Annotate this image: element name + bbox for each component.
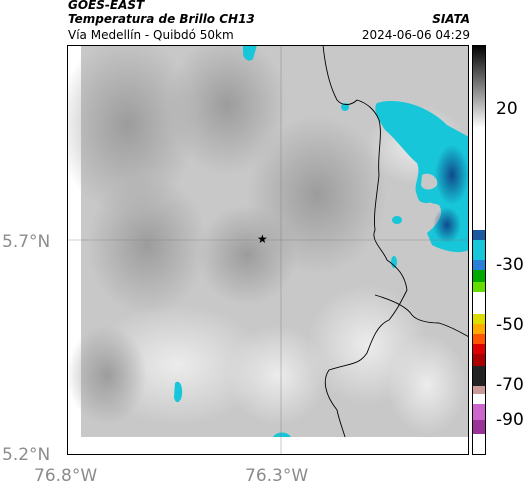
title-line2: Temperatura de Brillo CH13 bbox=[68, 12, 255, 26]
satellite-map: ★ bbox=[67, 45, 469, 455]
admin-boundary bbox=[374, 294, 469, 338]
colorbar-tick-label: -30 bbox=[496, 255, 524, 275]
cold-cloud-top bbox=[243, 45, 257, 61]
lon-tick-label: 76.3°W bbox=[245, 466, 309, 486]
lat-tick-label: 5.2°N bbox=[2, 445, 51, 465]
brand-label: SIATA bbox=[432, 12, 470, 26]
colorbar-tick-label: -50 bbox=[496, 315, 524, 335]
cold-cloud-bottom bbox=[273, 432, 291, 437]
cold-cloud-small-1 bbox=[341, 103, 349, 111]
cold-cloud-small-3 bbox=[391, 256, 397, 268]
coastline bbox=[322, 45, 408, 438]
lon-tick-label: 76.8°W bbox=[34, 466, 98, 486]
cold-cloud-sw bbox=[174, 381, 183, 403]
star-marker: ★ bbox=[257, 232, 268, 246]
subtitle: Vía Medellín - Quibdó 50km bbox=[68, 28, 234, 42]
datetime: 2024-06-06 04:29 bbox=[361, 28, 470, 42]
colorbar-tick-label: -70 bbox=[496, 375, 524, 395]
lat-tick-label: 5.7°N bbox=[2, 232, 51, 252]
title-line1: GOES-EAST bbox=[68, 0, 145, 12]
colorbar-tick-label: 20 bbox=[496, 99, 518, 119]
colorbar-tick-label: -90 bbox=[496, 410, 524, 430]
colorbar bbox=[472, 45, 486, 455]
cold-cloud-small-2 bbox=[392, 216, 402, 224]
